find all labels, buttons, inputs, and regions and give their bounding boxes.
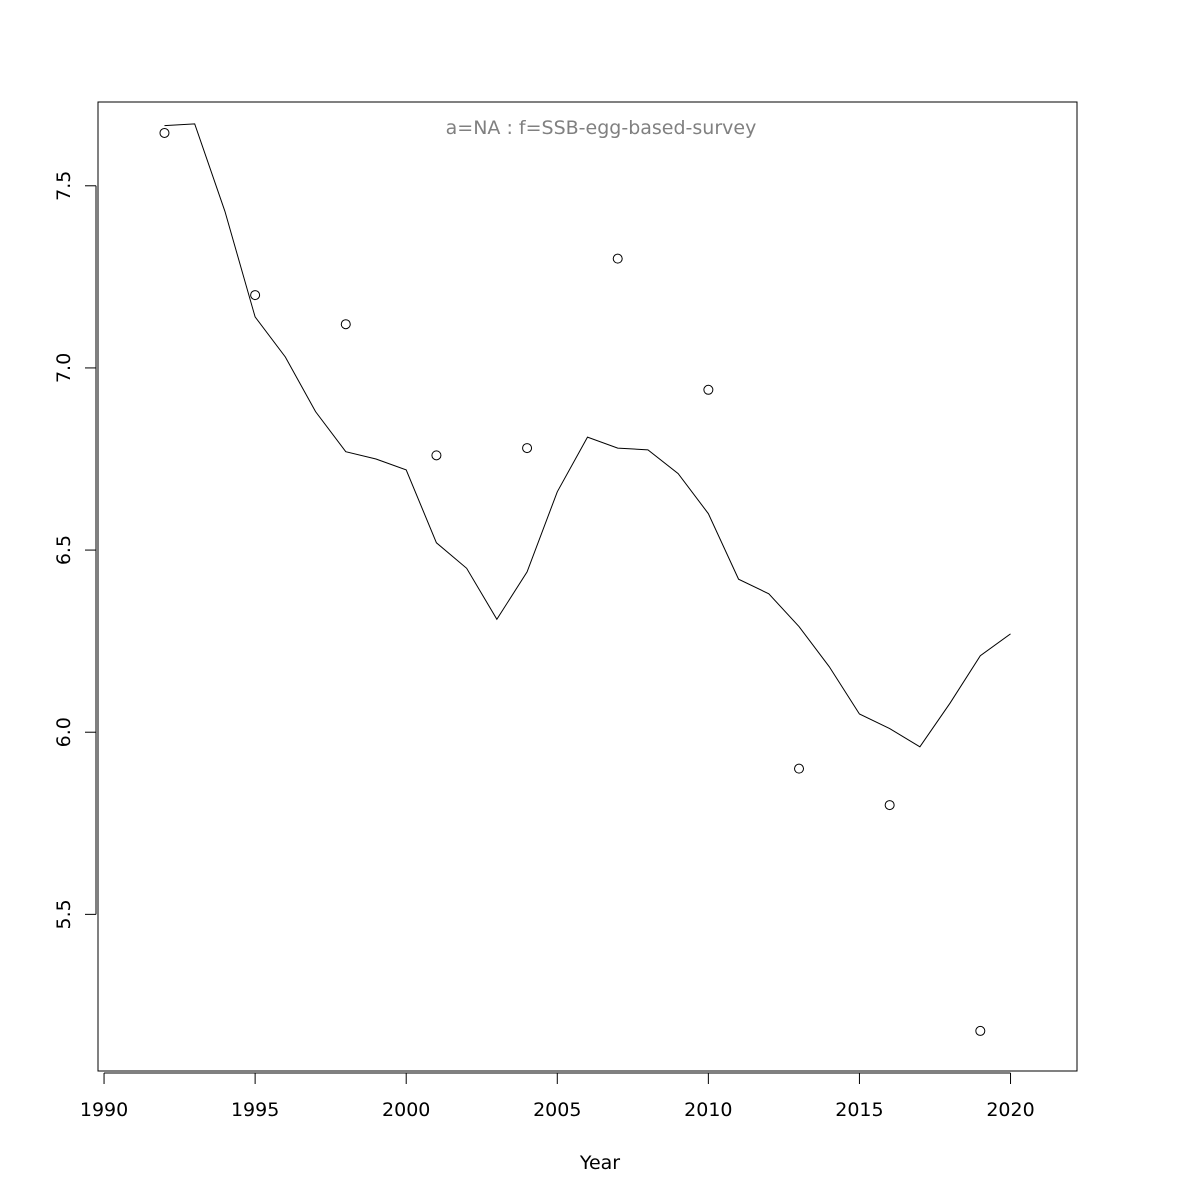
y-axis: 5.5 6.0 6.5 7.0 7.5 [53,171,97,929]
observed-point [703,384,714,395]
plot-frame [97,101,1078,1072]
observed-point [159,127,170,138]
observed-point [975,1025,986,1036]
y-tick-label: 6.5 [53,535,75,565]
x-tick-label: 2010 [684,1099,732,1121]
x-tick-label: 1990 [80,1099,128,1121]
observed-point [794,763,805,774]
x-axis: 1990 1995 2000 2005 2010 2015 2020 [80,1072,1035,1121]
y-tick-label: 7.5 [53,171,75,201]
x-tick-label: 1995 [231,1099,279,1121]
x-tick-label: 2020 [986,1099,1034,1121]
observed-point [884,800,895,811]
x-tick-label: 2005 [533,1099,581,1121]
y-tick-label: 5.5 [53,899,75,929]
y-tick-label: 7.0 [53,353,75,383]
y-tick-label: 6.0 [53,717,75,747]
fitted-line [164,123,1011,748]
x-tick-label: 2000 [382,1099,430,1121]
observed-point [431,450,442,461]
observed-point [522,443,533,454]
chart-title: a=NA : f=SSB-egg-based-survey [446,117,757,139]
x-tick-label: 2015 [835,1099,883,1121]
observed-point [340,319,351,330]
series-layer [159,123,1011,1036]
observed-point [250,290,261,301]
observed-point [612,253,623,264]
x-axis-label: Year [579,1152,620,1174]
